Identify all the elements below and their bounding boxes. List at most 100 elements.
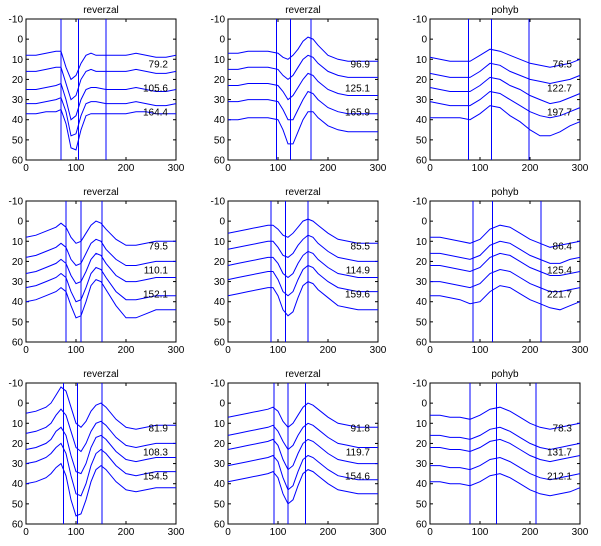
y-tick-label: 50 xyxy=(214,135,226,146)
x-tick-label: 200 xyxy=(320,345,337,356)
trace-4 xyxy=(430,456,581,481)
y-tick-label: 30 xyxy=(12,459,24,470)
y-tick-label: 40 xyxy=(214,297,226,308)
y-tick-label: 60 xyxy=(416,338,428,349)
x-tick-label: 200 xyxy=(320,527,337,538)
y-tick-label: 50 xyxy=(12,317,24,328)
y-tick-label: 40 xyxy=(416,479,428,490)
chart-title: reverzal xyxy=(285,5,321,16)
y-tick-label: 0 xyxy=(421,399,427,410)
y-tick-label: 60 xyxy=(214,156,226,167)
value-label: 119.7 xyxy=(346,447,371,458)
trace-4 xyxy=(430,268,581,293)
value-label: 110.1 xyxy=(144,265,169,276)
y-tick-label: 60 xyxy=(214,338,226,349)
trace-4 xyxy=(228,90,378,121)
y-tick-label: 0 xyxy=(421,217,427,228)
value-label: 79.5 xyxy=(149,241,169,252)
y-tick-label: 20 xyxy=(214,439,226,450)
y-tick-label: 10 xyxy=(214,237,226,248)
trace-3 xyxy=(430,252,581,276)
y-tick-label: 50 xyxy=(416,499,428,510)
x-tick-label: 200 xyxy=(118,527,135,538)
y-tick-label: -10 xyxy=(413,15,428,26)
y-tick-label: 10 xyxy=(12,419,24,430)
y-tick-label: 50 xyxy=(12,499,24,510)
y-tick-label: -10 xyxy=(211,197,226,208)
trace-3 xyxy=(227,250,378,279)
x-tick-label: 100 xyxy=(270,163,287,174)
y-tick-label: -10 xyxy=(211,379,226,390)
value-label: 125.1 xyxy=(345,83,370,94)
x-tick-label: 0 xyxy=(23,345,29,356)
value-label: 159.6 xyxy=(345,290,370,301)
y-tick-label: 10 xyxy=(416,55,428,66)
y-tick-label: 10 xyxy=(12,55,24,66)
x-tick-label: 300 xyxy=(370,163,387,174)
x-tick-label: 300 xyxy=(370,345,387,356)
plot-frame xyxy=(25,18,177,161)
x-tick-label: 100 xyxy=(270,345,287,356)
x-tick-label: 100 xyxy=(68,163,85,174)
y-tick-label: 40 xyxy=(416,297,428,308)
y-tick-label: 20 xyxy=(416,257,428,268)
y-tick-label: 40 xyxy=(214,479,226,490)
y-tick-label: 60 xyxy=(12,520,24,531)
chart-title: reverzal xyxy=(83,369,119,380)
y-tick-label: 40 xyxy=(416,115,428,126)
value-label: 79.2 xyxy=(149,59,169,70)
value-label: 86.4 xyxy=(553,241,573,252)
trace-1 xyxy=(26,50,177,81)
y-tick-label: 60 xyxy=(12,156,24,167)
y-tick-label: 10 xyxy=(214,419,226,430)
trace-5 xyxy=(25,279,176,319)
value-label: 85.5 xyxy=(351,241,371,252)
trace-1 xyxy=(227,402,378,428)
y-tick-label: -10 xyxy=(413,197,428,208)
y-tick-label: 0 xyxy=(219,35,225,46)
trace-3 xyxy=(429,76,581,105)
trace-1 xyxy=(430,224,581,248)
x-tick-label: 200 xyxy=(522,527,539,538)
y-tick-label: 50 xyxy=(12,135,24,146)
trace-3 xyxy=(227,438,378,471)
value-label: 164.4 xyxy=(143,108,168,119)
y-tick-label: 20 xyxy=(416,439,428,450)
value-label: 122.7 xyxy=(547,83,572,94)
trace-3 xyxy=(26,82,177,121)
value-label: 91.8 xyxy=(351,423,371,434)
y-tick-label: 60 xyxy=(416,156,428,167)
trace-4 xyxy=(25,442,176,497)
value-label: 212.1 xyxy=(547,472,572,483)
trace-5 xyxy=(227,281,378,317)
trace-1 xyxy=(25,386,176,430)
trace-2 xyxy=(25,408,176,453)
trace-5 xyxy=(430,105,581,137)
chart-title: reverzal xyxy=(285,369,321,380)
trace-2 xyxy=(25,238,176,267)
x-tick-label: 0 xyxy=(427,163,433,174)
x-tick-label: 200 xyxy=(522,345,539,356)
trace-4 xyxy=(227,454,378,491)
x-tick-label: 0 xyxy=(225,345,231,356)
x-tick-label: 100 xyxy=(472,345,489,356)
y-tick-label: -10 xyxy=(211,15,226,26)
trace-3 xyxy=(25,252,176,285)
chart-title: pohyb xyxy=(491,369,519,380)
chart-title: reverzal xyxy=(83,187,119,198)
value-label: 78.3 xyxy=(553,423,573,434)
y-tick-label: 0 xyxy=(17,35,23,46)
value-label: 76.5 xyxy=(553,59,573,70)
value-label: 131.7 xyxy=(547,447,572,458)
trace-2 xyxy=(26,66,177,101)
trace-5 xyxy=(228,111,378,145)
trace-3 xyxy=(228,72,378,101)
y-tick-label: 0 xyxy=(219,399,225,410)
y-tick-label: 50 xyxy=(214,317,226,328)
y-tick-label: -10 xyxy=(9,197,24,208)
